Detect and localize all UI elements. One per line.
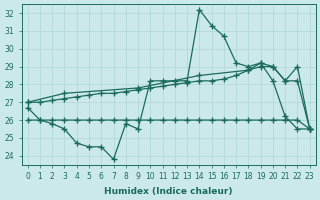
X-axis label: Humidex (Indice chaleur): Humidex (Indice chaleur) (104, 187, 233, 196)
